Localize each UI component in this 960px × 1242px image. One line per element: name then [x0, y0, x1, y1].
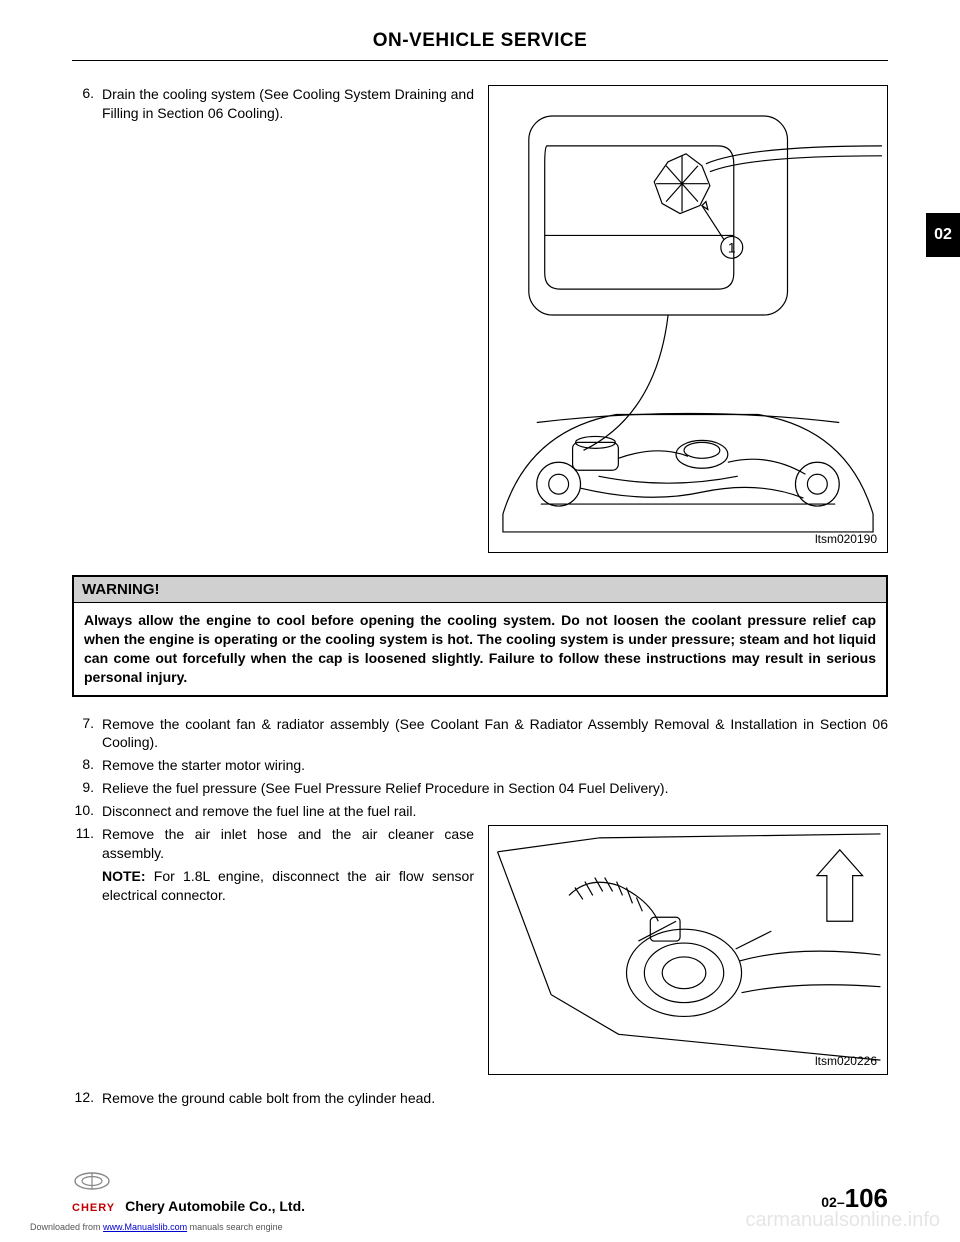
step-number: 10. — [72, 802, 102, 818]
company-name: Chery Automobile Co., Ltd. — [125, 1198, 305, 1214]
step-12: 12. Remove the ground cable bolt from th… — [72, 1089, 888, 1108]
step-6: 6. Drain the cooling system (See Cooling… — [72, 85, 474, 123]
logo-text: CHERY — [72, 1202, 115, 1214]
step-11-left: 11. Remove the air inlet hose and the ai… — [72, 825, 474, 909]
figure-1: 1 — [488, 85, 888, 553]
figure-1-caption: ltsm020190 — [815, 532, 877, 546]
step-number: 12. — [72, 1089, 102, 1105]
step-7: 7. Remove the coolant fan & radiator ass… — [72, 715, 888, 753]
note-body: For 1.8L engine, disconnect the air flow… — [102, 868, 474, 903]
step-text: Relieve the fuel pressure (See Fuel Pres… — [102, 779, 669, 798]
figure-1-svg: 1 — [489, 86, 887, 552]
download-line: Downloaded from www.Manualslib.com manua… — [30, 1222, 283, 1232]
step-8: 8. Remove the starter motor wiring. — [72, 756, 888, 775]
step-number: 11. — [72, 825, 102, 841]
page-footer: CHERY Chery Automobile Co., Ltd. 02–106 — [72, 1171, 888, 1214]
step-10: 10. Disconnect and remove the fuel line … — [72, 802, 888, 821]
section-header: ON-VEHICLE SERVICE — [72, 30, 888, 60]
step-6-container: 6. Drain the cooling system (See Cooling… — [72, 85, 474, 553]
steps-7-12: 7. Remove the coolant fan & radiator ass… — [72, 715, 888, 1108]
callout-1: 1 — [728, 239, 736, 255]
watermark: carmanualsonline.info — [745, 1209, 940, 1232]
note-text: NOTE: For 1.8L engine, disconnect the ai… — [102, 867, 474, 905]
page-prefix: 02– — [821, 1194, 844, 1210]
dl-post: manuals search engine — [187, 1222, 283, 1232]
step-11: 11. Remove the air inlet hose and the ai… — [72, 825, 474, 863]
step-number: 8. — [72, 756, 102, 772]
page-content: ON-VEHICLE SERVICE 6. Drain the cooling … — [0, 0, 960, 1108]
step-text: Remove the coolant fan & radiator assemb… — [102, 715, 888, 753]
dl-pre: Downloaded from — [30, 1222, 103, 1232]
figure-2-caption: ltsm020226 — [815, 1054, 877, 1068]
step-number: 7. — [72, 715, 102, 731]
step-number: 6. — [72, 85, 102, 101]
step-text: Remove the air inlet hose and the air cl… — [102, 825, 474, 863]
chery-logo: CHERY — [72, 1171, 115, 1214]
step-text: Remove the ground cable bolt from the cy… — [102, 1089, 435, 1108]
warning-box: WARNING! Always allow the engine to cool… — [72, 575, 888, 697]
figure-2: ltsm020226 — [488, 825, 888, 1075]
figure-2-svg — [489, 826, 887, 1074]
step-number: 9. — [72, 779, 102, 795]
warning-label: WARNING! — [74, 577, 886, 603]
step-text: Drain the cooling system (See Cooling Sy… — [102, 85, 474, 123]
top-block: 6. Drain the cooling system (See Cooling… — [72, 85, 888, 553]
step-text: Remove the starter motor wiring. — [102, 756, 305, 775]
warning-body: Always allow the engine to cool before o… — [74, 603, 886, 695]
header-rule — [72, 60, 888, 61]
step-9: 9. Relieve the fuel pressure (See Fuel P… — [72, 779, 888, 798]
manualslib-link[interactable]: www.Manualslib.com — [103, 1222, 187, 1232]
note-label: NOTE: — [102, 868, 146, 884]
section-tab: 02 — [926, 213, 960, 257]
step-11-row: 11. Remove the air inlet hose and the ai… — [72, 825, 888, 1075]
footer-left: CHERY Chery Automobile Co., Ltd. — [72, 1171, 305, 1214]
step-text: Disconnect and remove the fuel line at t… — [102, 802, 416, 821]
step-11-note: NOTE: For 1.8L engine, disconnect the ai… — [72, 867, 474, 905]
